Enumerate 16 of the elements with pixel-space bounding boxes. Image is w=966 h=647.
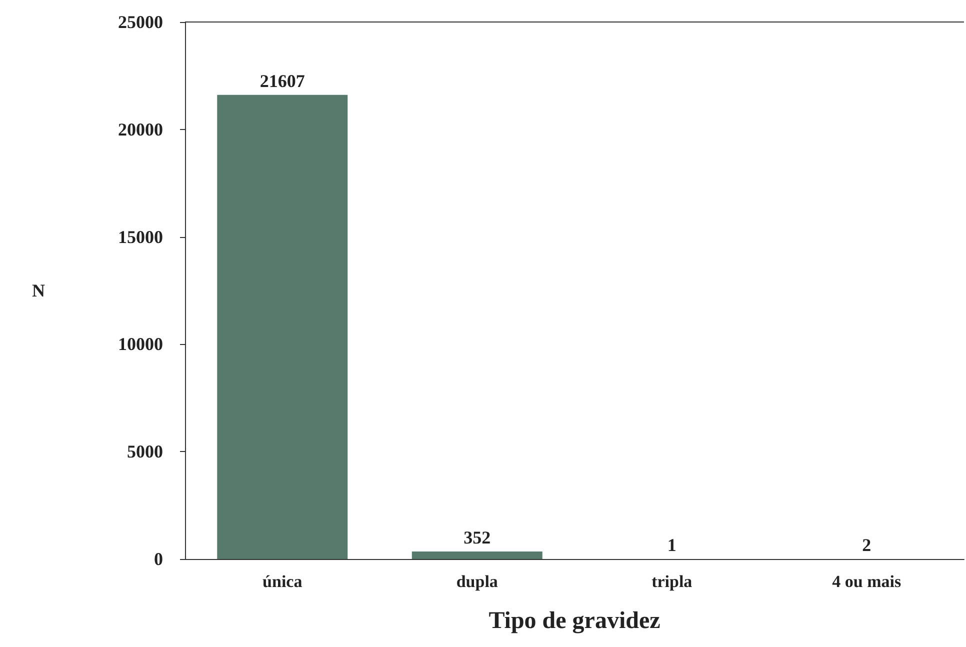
x-tick-label: dupla: [456, 572, 498, 591]
data-label: 352: [464, 527, 491, 548]
data-label: 2: [862, 534, 872, 555]
x-tick-label: tripla: [652, 572, 693, 591]
data-label: 1: [667, 534, 676, 555]
x-tick-label: 4 ou mais: [832, 572, 902, 591]
data-label: 21607: [260, 70, 305, 91]
y-tick-label: 25000: [118, 12, 163, 32]
y-axis-title: N: [32, 280, 45, 300]
y-tick-label: 0: [154, 549, 163, 569]
y-tick-label: 5000: [127, 442, 163, 462]
x-tick-label: única: [262, 572, 303, 591]
x-axis-title: Tipo de gravidez: [488, 608, 661, 634]
y-tick-label: 20000: [118, 119, 163, 140]
y-tick-label: 10000: [118, 334, 163, 354]
y-tick-label: 15000: [118, 226, 163, 247]
